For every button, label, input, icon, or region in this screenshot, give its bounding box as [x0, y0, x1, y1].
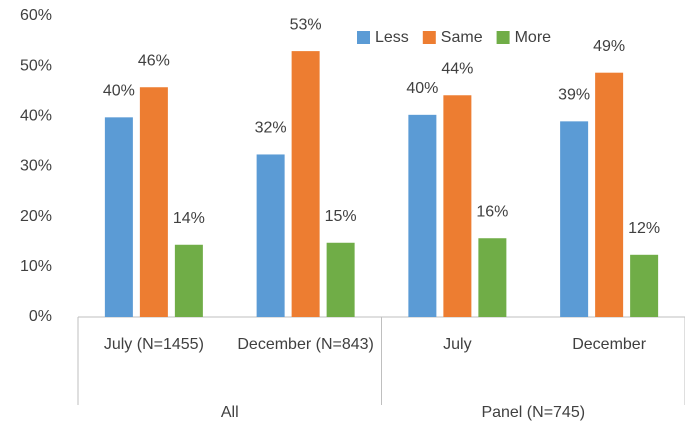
y-tick-label: 30% — [20, 158, 52, 175]
bar — [256, 154, 285, 317]
y-tick-label: 20% — [20, 208, 52, 225]
bar — [408, 114, 437, 317]
x-tick-label: July — [443, 336, 472, 353]
y-tick-label: 50% — [20, 57, 52, 74]
x-tick-label: July (N=1455) — [103, 336, 204, 353]
bar — [560, 121, 589, 317]
bar — [139, 87, 168, 317]
bar — [174, 244, 203, 317]
legend-label: More — [515, 29, 552, 46]
data-label: 40% — [406, 80, 438, 97]
bar — [478, 238, 507, 317]
data-label: 32% — [255, 120, 287, 137]
data-label: 16% — [476, 203, 508, 220]
data-label: 49% — [593, 38, 625, 55]
y-tick-label: 0% — [29, 308, 52, 325]
bar — [104, 117, 133, 317]
data-label: 44% — [441, 60, 473, 77]
x-tick-label: December — [572, 336, 647, 353]
legend-label: Same — [441, 29, 483, 46]
legend-label: Less — [375, 29, 409, 46]
group-label: Panel (N=745) — [481, 404, 585, 421]
data-label: 14% — [173, 210, 205, 227]
x-tick-label: December (N=843) — [237, 336, 374, 353]
y-tick-label: 10% — [20, 258, 52, 275]
bar — [291, 51, 320, 317]
legend-swatch — [422, 31, 436, 44]
bar — [630, 254, 659, 317]
bar — [443, 95, 472, 317]
y-tick-label: 60% — [20, 7, 52, 24]
y-tick-label: 40% — [20, 108, 52, 125]
group-label: All — [221, 404, 239, 421]
data-label: 46% — [138, 52, 170, 69]
legend-swatch — [357, 31, 370, 44]
data-label: 53% — [290, 16, 322, 33]
data-label: 12% — [628, 220, 660, 237]
data-label: 15% — [325, 208, 357, 225]
bar — [326, 242, 355, 317]
data-label: 39% — [558, 87, 590, 104]
data-label: 40% — [103, 83, 135, 100]
bar — [595, 72, 624, 318]
legend-swatch — [496, 31, 510, 44]
